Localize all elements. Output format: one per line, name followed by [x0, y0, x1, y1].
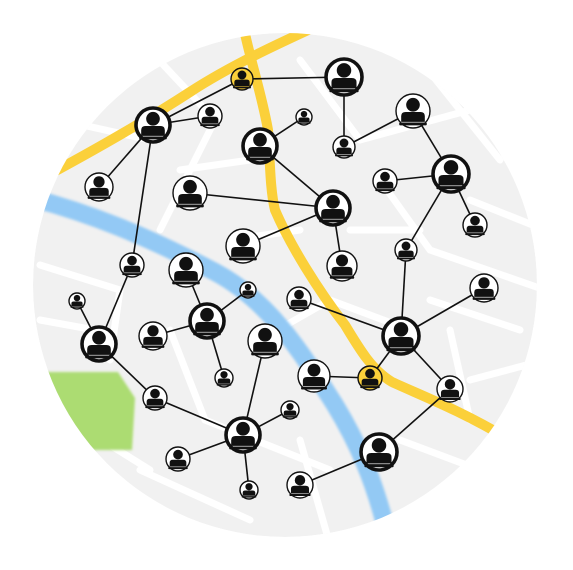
person-node: [332, 135, 356, 159]
person-node: [357, 365, 383, 391]
person-node: [395, 93, 431, 129]
person-node: [142, 385, 168, 411]
person-node: [436, 375, 464, 403]
person-node: [324, 57, 364, 97]
person-node: [84, 172, 114, 202]
person-node: [134, 106, 172, 144]
person-node: [280, 400, 300, 420]
map-base: [33, 33, 537, 537]
person-node: [224, 416, 262, 454]
street-line: [156, 116, 219, 234]
roads: [33, 33, 515, 445]
person-node: [359, 432, 399, 472]
person-node: [138, 321, 168, 351]
person-node: [381, 316, 421, 356]
person-node: [431, 154, 471, 194]
street-line: [296, 56, 364, 144]
person-node: [230, 67, 254, 91]
person-node: [286, 471, 314, 499]
network-edge: [189, 192, 334, 209]
person-node: [295, 108, 313, 126]
road-northwest: [33, 33, 335, 187]
person-node: [247, 323, 283, 359]
person-node: [241, 127, 279, 165]
person-node: [394, 238, 418, 262]
street-line: [36, 316, 99, 334]
person-node: [197, 103, 223, 129]
person-node: [286, 286, 312, 312]
street-line: [446, 326, 474, 424]
person-node: [68, 292, 86, 310]
person-node: [188, 302, 226, 340]
street-line: [36, 261, 124, 294]
person-node: [239, 281, 257, 299]
person-node: [372, 168, 398, 194]
road-north-south: [237, 33, 515, 445]
street-line: [426, 296, 524, 334]
network-edge: [131, 124, 154, 266]
street-line: [166, 326, 209, 424]
person-node: [165, 446, 191, 472]
person-node: [462, 212, 488, 238]
person-node: [214, 368, 234, 388]
person-node: [225, 228, 261, 264]
person-node: [172, 175, 208, 211]
park-area: [33, 372, 135, 450]
person-node: [469, 273, 499, 303]
person-node: [119, 252, 145, 278]
person-node: [297, 359, 331, 393]
street-line: [176, 156, 254, 174]
street-line: [426, 246, 537, 294]
map-background: [33, 33, 537, 537]
person-node: [168, 252, 204, 288]
person-node: [326, 250, 358, 282]
person-node: [80, 325, 118, 363]
network-nodes: [68, 57, 499, 500]
street-line: [296, 436, 334, 537]
person-node: [239, 480, 259, 500]
person-node: [314, 189, 352, 227]
street-line: [136, 466, 254, 524]
